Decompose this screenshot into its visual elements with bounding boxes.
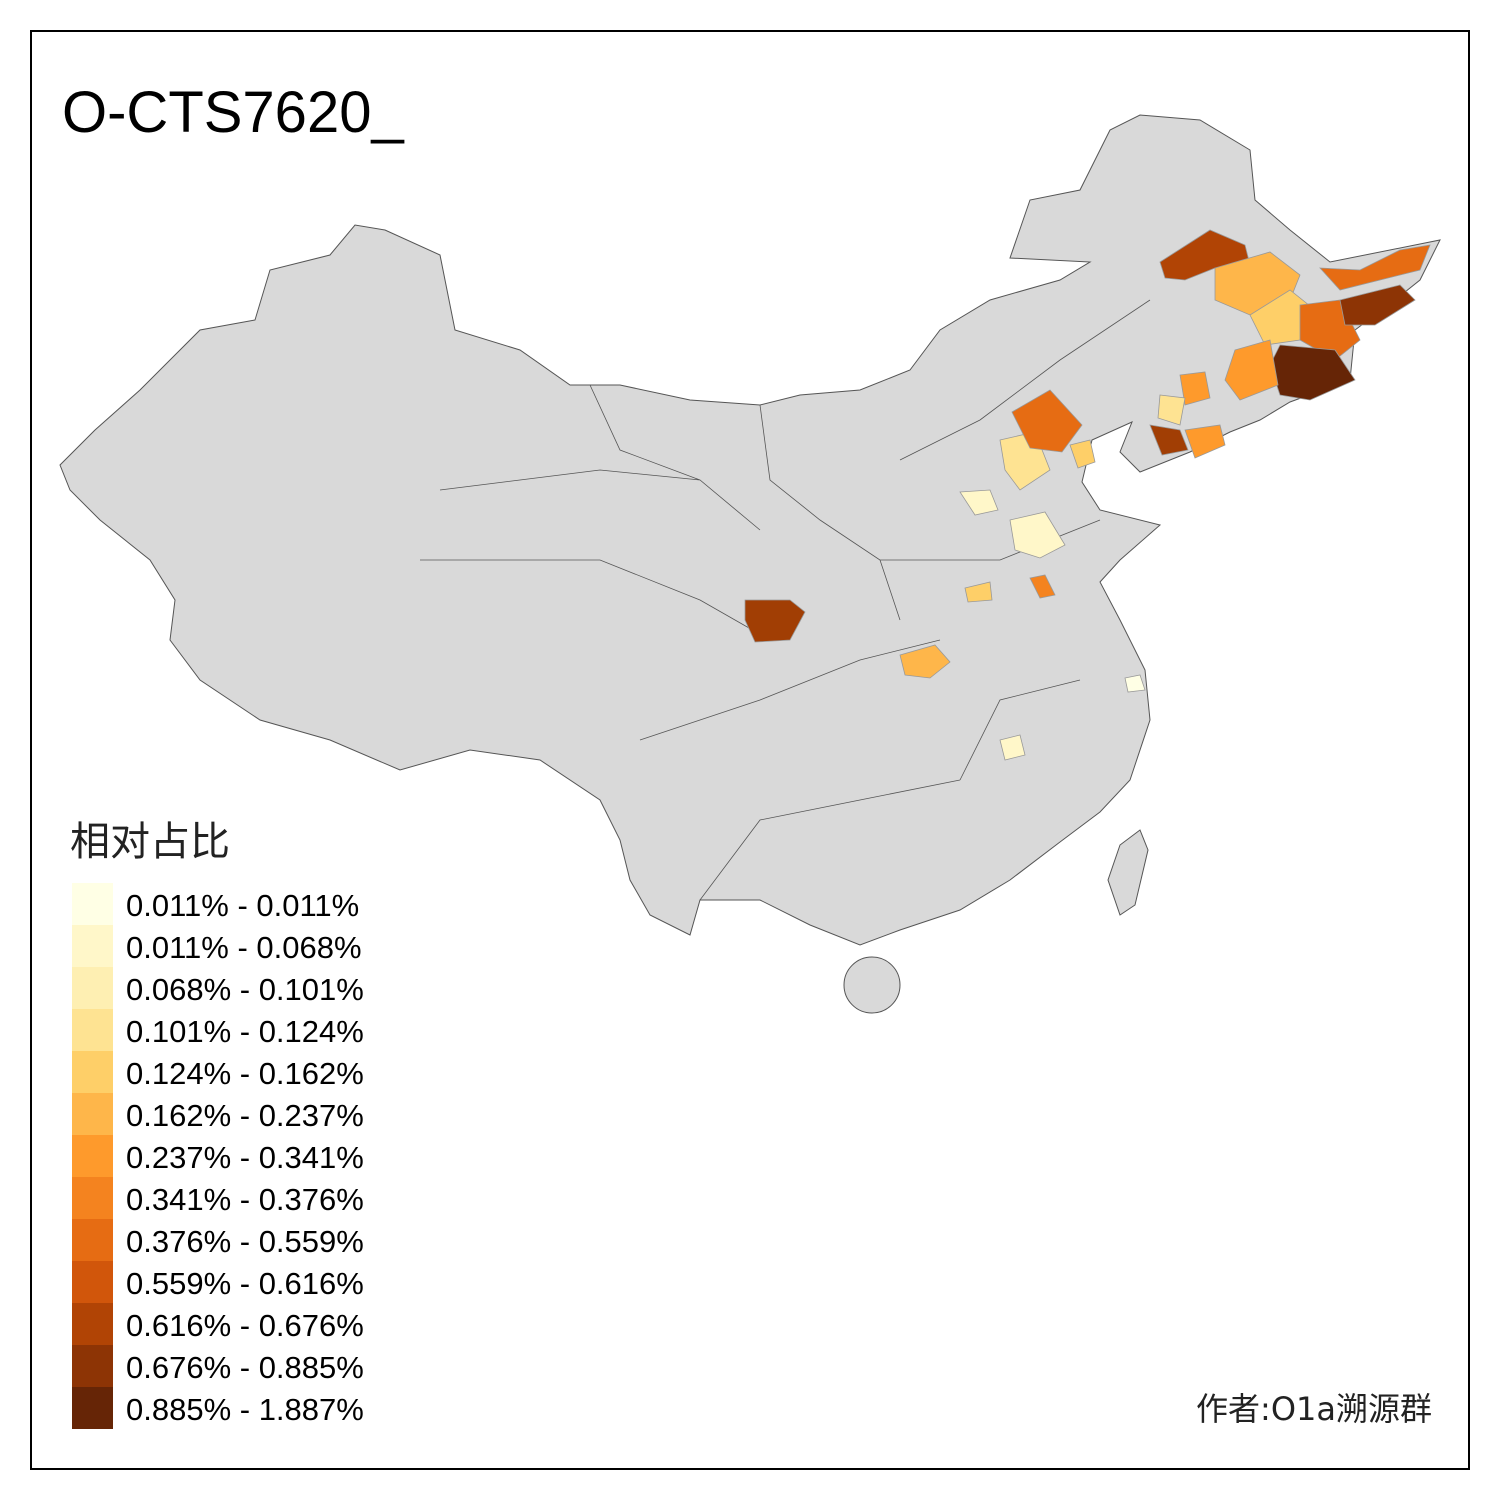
legend: 0.011% - 0.011% 0.011% - 0.068% 0.068% - 0… xyxy=(72,883,364,1429)
legend-swatch xyxy=(72,1219,113,1261)
legend-label: 0.885% - 1.887% xyxy=(126,1392,364,1427)
legend-swatch xyxy=(72,883,113,925)
credit: 作者:O1a溯源群 xyxy=(1196,1390,1432,1428)
legend-title: 相对占比 xyxy=(70,819,230,865)
region xyxy=(959,489,999,516)
legend-swatch xyxy=(72,1345,113,1387)
region xyxy=(1009,511,1066,559)
legend-label: 0.011% - 0.068% xyxy=(126,930,362,965)
legend-swatch xyxy=(72,1261,113,1303)
region xyxy=(1319,244,1431,291)
region xyxy=(1011,389,1083,453)
region xyxy=(744,599,806,643)
legend-label: 0.101% - 0.124% xyxy=(126,1014,364,1049)
legend-label: 0.376% - 0.559% xyxy=(126,1224,364,1259)
region xyxy=(964,581,993,603)
region xyxy=(1157,394,1186,426)
legend-swatch xyxy=(72,1177,113,1219)
map-title: O-CTS7620_ xyxy=(62,80,404,145)
region xyxy=(1029,574,1056,599)
legend-label: 0.162% - 0.237% xyxy=(126,1098,364,1133)
china-map xyxy=(59,114,1441,1014)
legend-swatch xyxy=(72,1093,113,1135)
legend-label: 0.124% - 0.162% xyxy=(126,1056,364,1091)
legend-label: 0.011% - 0.011% xyxy=(126,888,359,923)
region xyxy=(999,734,1026,761)
legend-label: 0.341% - 0.376% xyxy=(126,1182,364,1217)
legend-label: 0.237% - 0.341% xyxy=(126,1140,364,1175)
legend-label: 0.616% - 0.676% xyxy=(126,1308,364,1343)
legend-label: 0.559% - 0.616% xyxy=(126,1266,364,1301)
region xyxy=(1069,439,1096,469)
taiwan xyxy=(1107,829,1149,916)
mainland xyxy=(59,114,1441,946)
legend-label: 0.676% - 0.885% xyxy=(126,1350,364,1385)
internal-borders xyxy=(420,299,1151,901)
legend-label: 0.068% - 0.101% xyxy=(126,972,364,1007)
region xyxy=(1224,339,1279,401)
hainan xyxy=(843,956,901,1014)
region xyxy=(1124,674,1146,693)
region xyxy=(1184,424,1226,459)
legend-swatch xyxy=(72,1135,113,1177)
region xyxy=(1149,424,1189,456)
legend-swatch xyxy=(72,1387,113,1429)
legend-swatch xyxy=(72,1051,113,1093)
legend-swatch xyxy=(72,1303,113,1345)
region xyxy=(899,644,951,679)
region xyxy=(1179,371,1211,406)
legend-swatch xyxy=(72,925,113,967)
legend-swatch xyxy=(72,967,113,1009)
region xyxy=(1339,284,1416,326)
legend-swatch xyxy=(72,1009,113,1051)
